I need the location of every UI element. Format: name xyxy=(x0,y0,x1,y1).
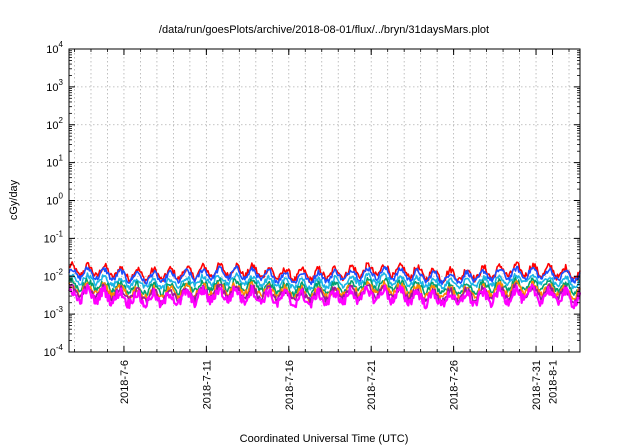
series-line xyxy=(68,283,582,310)
y-tick-label: 10-3 xyxy=(44,305,64,321)
x-axis: 2018-7-6 2018-7-11 2018-7-16 2018-7-21 2018-… xyxy=(74,49,570,410)
y-tick-label: 100 xyxy=(46,192,63,208)
x-tick-label: 2018-7-11 xyxy=(201,360,213,409)
chart-title: /data/run/goesPlots/archive/2018-08-01/f… xyxy=(159,24,489,36)
y-tick-label: 101 xyxy=(46,154,63,170)
y-tick-label: 103 xyxy=(46,78,63,94)
series-line xyxy=(68,276,581,298)
y-tick-label: 102 xyxy=(46,116,63,132)
x-tick-label: 2018-7-31 xyxy=(531,360,543,410)
series-line xyxy=(68,280,581,303)
x-tick-label: 2018-7-26 xyxy=(449,360,461,410)
x-tick-label: 2018-8-1 xyxy=(548,360,560,404)
series-group xyxy=(68,261,582,310)
x-tick-label: 2018-7-16 xyxy=(284,360,296,410)
x-axis-label: Coordinated Universal Time (UTC) xyxy=(240,433,409,445)
y-axis-label: cGy/day xyxy=(8,179,20,220)
series-line xyxy=(68,272,581,291)
y-tick-label: 104 xyxy=(46,40,63,56)
x-tick-label: 2018-7-21 xyxy=(366,360,378,410)
y-tick-label: 10-2 xyxy=(44,267,64,283)
x-tick-label: 2018-7-6 xyxy=(119,360,131,404)
y-tick-label: 10-1 xyxy=(44,229,64,245)
series-line xyxy=(68,265,581,286)
y-axis: 10-4 10-3 10-2 10-1 100 101 102 103 104 xyxy=(44,40,580,359)
y-tick-label: 10-4 xyxy=(44,343,64,359)
